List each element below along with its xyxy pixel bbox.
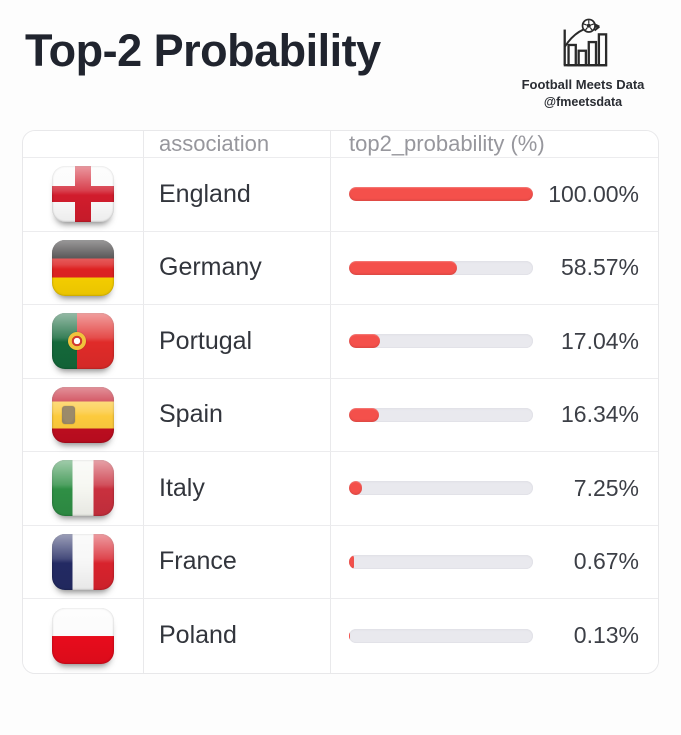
header-association: association [143,131,330,158]
probability-table: association top2_probability (%) England… [22,130,659,674]
probability-bar-track [349,628,533,643]
association-name: Portugal [159,326,253,355]
table-row-value-cell: 17.04% [330,305,658,379]
table-row-association-cell: Germany [143,231,330,305]
portugal-flag-icon [52,313,114,370]
table-row-flag-cell [23,231,143,305]
table-row-flag-cell [23,378,143,452]
table-row-value-cell: 58.57% [330,231,658,305]
table-row-association-cell: France [143,525,330,599]
table-row-flag-cell [23,452,143,526]
probability-bar-track [349,481,533,496]
association-name: Italy [159,473,205,502]
table-row-association-cell: England [143,158,330,232]
table-row-flag-cell [23,599,143,673]
bar-chart-football-icon [563,18,608,67]
poland-flag-icon [52,607,114,664]
table-row-value-cell: 0.13% [330,599,658,673]
brand-handle: @fmeetsdata [543,94,623,109]
association-name: England [159,179,251,208]
probability-value: 16.34% [560,401,639,428]
probability-bar-fill [349,407,380,422]
probability-bar-fill [349,260,457,275]
header-association-label: association [159,131,270,156]
table-row-value-cell: 7.25% [330,452,658,526]
association-name: Spain [159,400,223,429]
probability-bar-track [349,554,533,569]
probability-bar-fill [349,481,363,496]
table-row-value-cell: 100.00% [330,158,658,232]
table-row-association-cell: Portugal [143,305,330,379]
table-row-value-cell: 0.67% [330,525,658,599]
table-row-flag-cell [23,525,143,599]
page-title: Top-2 Probability [25,25,381,76]
probability-bar-fill [349,187,533,202]
brand-block: Football Meets Data @fmeetsdata [499,18,667,110]
probability-value: 0.13% [573,622,639,649]
table-row-association-cell: Poland [143,599,330,673]
association-name: Poland [159,621,237,650]
probability-bar-track [349,187,533,202]
probability-value: 7.25% [573,474,639,501]
italy-flag-icon [52,460,114,517]
probability-value: 0.67% [573,548,639,575]
header-flag-column [23,131,143,158]
england-flag-icon [52,166,114,223]
probability-bar-track [349,334,533,349]
table-row-association-cell: Italy [143,452,330,526]
spain-flag-icon [52,386,114,443]
probability-bar-track [349,260,533,275]
probability-bar-fill [349,554,354,569]
header-top2-probability-label: top2_probability (%) [349,131,545,156]
brand-name: Football Meets Data [521,77,645,92]
table-row-flag-cell [23,158,143,232]
probability-value: 17.04% [560,327,639,354]
probability-value: 58.57% [560,254,639,281]
association-name: Germany [159,253,262,282]
association-name: France [159,547,237,576]
header-top2-probability: top2_probability (%) [330,131,658,158]
table-row-association-cell: Spain [143,378,330,452]
probability-bar-track [349,407,533,422]
table-row-flag-cell [23,305,143,379]
table-row-value-cell: 16.34% [330,378,658,452]
germany-flag-icon [52,239,114,296]
france-flag-icon [52,533,114,590]
probability-value: 100.00% [548,180,639,207]
probability-bar-fill [349,334,381,349]
